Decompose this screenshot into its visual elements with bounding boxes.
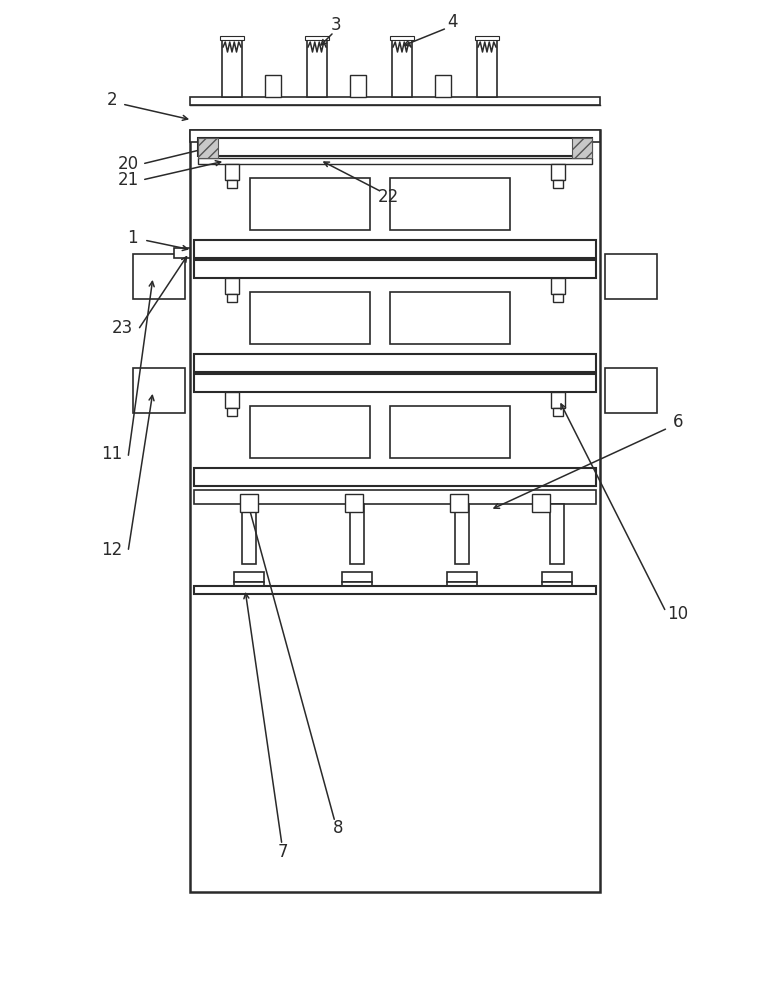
Bar	[198, 138, 592, 156]
Bar	[250, 178, 370, 230]
Bar	[553, 408, 563, 416]
Bar	[455, 504, 469, 564]
Bar	[133, 254, 185, 299]
Bar	[265, 75, 281, 97]
Bar	[572, 138, 592, 158]
Text: 11: 11	[102, 445, 123, 463]
Bar	[542, 582, 572, 594]
Bar	[242, 504, 256, 564]
Bar	[227, 408, 237, 416]
Bar	[605, 368, 657, 413]
Bar	[194, 260, 596, 278]
Bar	[551, 164, 565, 180]
Bar	[350, 504, 364, 564]
Bar	[532, 494, 550, 512]
Bar	[190, 130, 600, 142]
Text: 6: 6	[672, 413, 683, 431]
Text: 12: 12	[102, 541, 123, 559]
Text: 4: 4	[447, 13, 457, 31]
Text: 7: 7	[278, 843, 288, 861]
Bar	[305, 36, 329, 40]
Bar	[222, 37, 242, 97]
Bar	[342, 572, 372, 582]
Text: 22: 22	[377, 188, 398, 206]
Text: 8: 8	[333, 819, 344, 837]
Bar	[605, 254, 657, 299]
Bar	[345, 494, 363, 512]
Bar	[194, 374, 596, 392]
Bar	[240, 494, 258, 512]
Bar	[198, 138, 218, 158]
Bar	[194, 240, 596, 258]
Bar	[447, 582, 477, 594]
Bar	[390, 178, 510, 230]
Bar	[194, 586, 596, 594]
Text: 10: 10	[668, 605, 689, 623]
Bar	[553, 294, 563, 302]
Bar	[475, 36, 499, 40]
Text: 1: 1	[127, 229, 137, 247]
Bar	[307, 37, 327, 97]
Bar	[190, 130, 600, 892]
Text: 23: 23	[112, 319, 133, 337]
Bar	[174, 248, 190, 258]
Bar	[227, 180, 237, 188]
Text: 20: 20	[117, 155, 138, 173]
Bar	[553, 180, 563, 188]
Bar	[190, 97, 600, 105]
Bar	[220, 36, 244, 40]
Bar	[227, 294, 237, 302]
Bar	[234, 572, 264, 582]
Text: 21: 21	[117, 171, 138, 189]
Bar	[542, 572, 572, 582]
Bar	[390, 406, 510, 458]
Bar	[225, 164, 239, 180]
Bar	[194, 354, 596, 372]
Bar	[435, 75, 451, 97]
Bar	[450, 494, 468, 512]
Bar	[194, 468, 596, 486]
Bar	[477, 37, 497, 97]
Text: 3: 3	[330, 16, 341, 34]
Bar	[225, 278, 239, 294]
Bar	[133, 368, 185, 413]
Bar	[550, 504, 564, 564]
Bar	[250, 406, 370, 458]
Bar	[392, 37, 412, 97]
Bar	[350, 75, 366, 97]
Bar	[551, 278, 565, 294]
Text: 2: 2	[107, 91, 117, 109]
Bar	[390, 292, 510, 344]
Bar	[342, 582, 372, 594]
Bar	[194, 490, 596, 504]
Bar	[225, 392, 239, 408]
Bar	[390, 36, 414, 40]
Bar	[447, 572, 477, 582]
Bar	[198, 158, 592, 164]
Bar	[551, 392, 565, 408]
Bar	[234, 582, 264, 594]
Bar	[250, 292, 370, 344]
